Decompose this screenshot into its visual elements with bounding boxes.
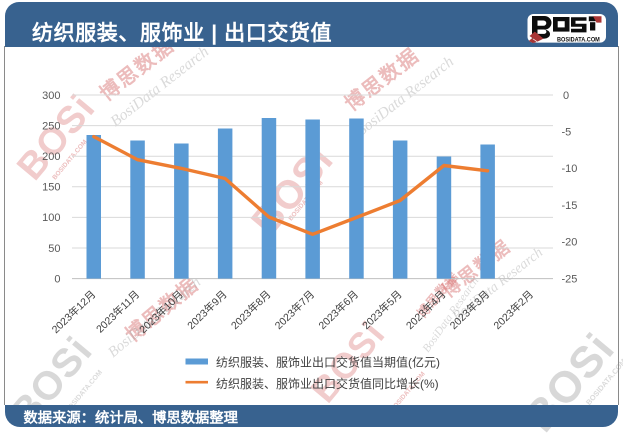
svg-text:BOSIDATA.COM: BOSIDATA.COM	[557, 36, 600, 43]
svg-text:-20: -20	[562, 237, 578, 249]
svg-text:2023年5月: 2023年5月	[360, 288, 405, 332]
svg-text:300: 300	[42, 90, 60, 102]
svg-text:150: 150	[42, 182, 60, 194]
svg-text:2023年10月: 2023年10月	[137, 288, 186, 336]
svg-text:纺织服装、服饰业出口交货值当期值(亿元): 纺织服装、服饰业出口交货值当期值(亿元)	[216, 355, 440, 370]
svg-text:0: 0	[54, 273, 60, 285]
svg-text:2023年8月: 2023年8月	[228, 288, 273, 332]
svg-text:2023年4月: 2023年4月	[403, 288, 448, 332]
svg-text:200: 200	[42, 151, 60, 163]
svg-text:250: 250	[42, 120, 60, 132]
svg-text:-5: -5	[562, 127, 572, 139]
svg-text:2023年7月: 2023年7月	[272, 288, 317, 332]
svg-text:-15: -15	[562, 200, 578, 212]
svg-text:-10: -10	[562, 163, 578, 175]
svg-text:100: 100	[42, 212, 60, 224]
svg-text:纺织服装、服饰业出口交货值同比增长(%): 纺织服装、服饰业出口交货值同比增长(%)	[216, 376, 439, 391]
svg-text:2023年11月: 2023年11月	[93, 288, 142, 336]
svg-text:-25: -25	[562, 273, 578, 285]
svg-text:2023年3月: 2023年3月	[447, 288, 492, 332]
svg-text:50: 50	[48, 243, 60, 255]
svg-text:2023年12月: 2023年12月	[49, 288, 98, 336]
svg-text:2023年2月: 2023年2月	[491, 288, 536, 332]
svg-text:0: 0	[563, 90, 569, 102]
svg-text:2023年9月: 2023年9月	[185, 288, 230, 332]
svg-text:2023年6月: 2023年6月	[316, 288, 361, 332]
